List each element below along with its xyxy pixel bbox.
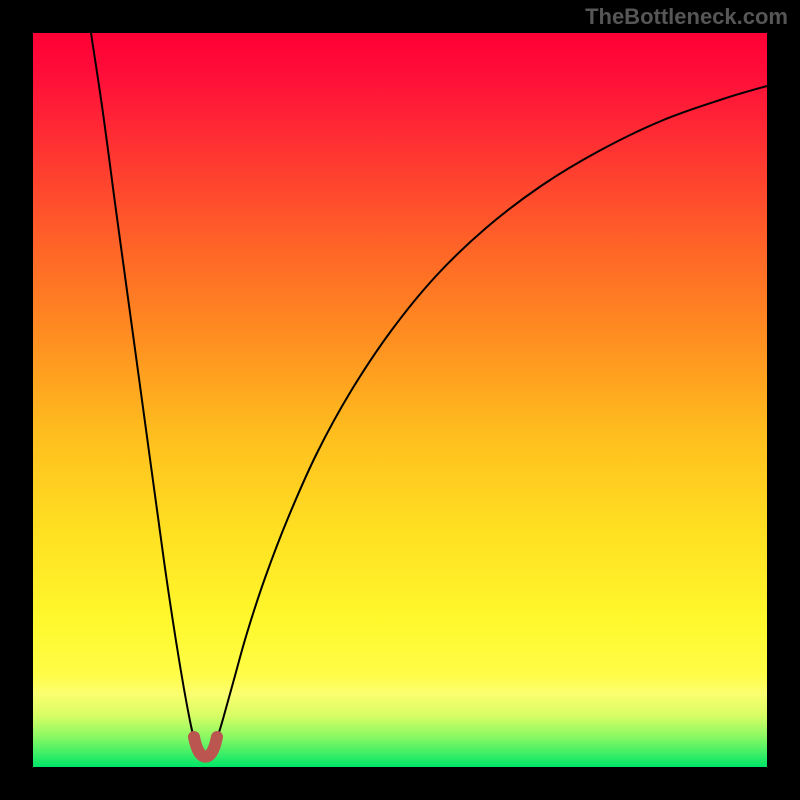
chart-container: TheBottleneck.com	[0, 0, 800, 800]
watermark-text: TheBottleneck.com	[585, 4, 788, 30]
bottleneck-chart	[0, 0, 800, 800]
gradient-background	[33, 33, 767, 767]
